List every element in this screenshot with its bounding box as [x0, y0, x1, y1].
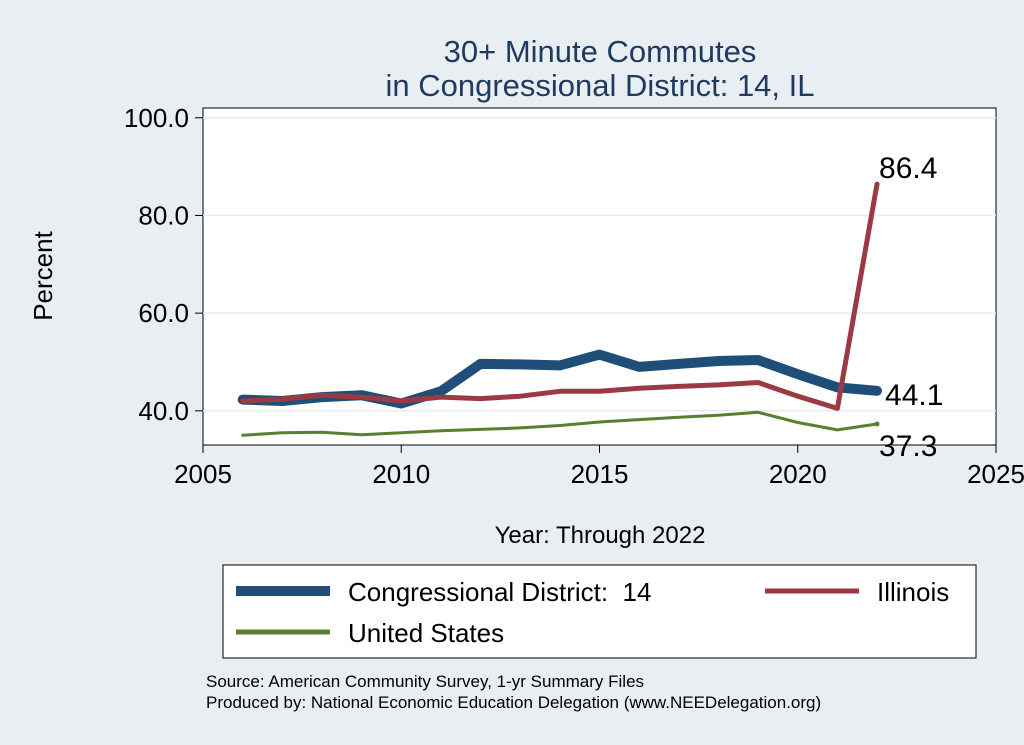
legend-label-2: United States [348, 618, 504, 648]
y-tick-label: 40.0 [138, 396, 189, 426]
x-axis: 2005 2010 2015 2020 2025 [174, 445, 1024, 489]
legend-label-1: Illinois [877, 577, 949, 607]
grid-lines [203, 117, 996, 412]
x-tick-label: 2020 [769, 459, 827, 489]
x-tick-label: 2010 [372, 459, 430, 489]
end-label-1: 86.4 [879, 152, 937, 185]
series-end-point-2 [874, 421, 880, 427]
chart-subtitle: in Congressional District: 14, IL [385, 68, 815, 103]
series-end-point-1 [874, 181, 880, 187]
series-line-2 [241, 410, 879, 437]
x-tick-label: 2005 [174, 459, 232, 489]
chart-title: 30+ Minute Commutes [443, 34, 757, 69]
legend-label-0: Congressional District: 14 [348, 577, 651, 607]
end-labels: 44.1 86.4 37.3 [879, 152, 943, 463]
source-note: Source: American Community Survey, 1-yr … [206, 672, 645, 691]
end-label-2: 37.3 [879, 430, 937, 463]
producer-note: Produced by: National Economic Education… [206, 693, 822, 712]
y-axis: 40.0 60.0 80.0 100.0 [124, 103, 203, 426]
series-layer [237, 181, 882, 437]
series-line-1 [240, 181, 880, 411]
legend: Congressional District: 14 Illinois United… [236, 577, 949, 648]
y-tick-label: 60.0 [138, 298, 189, 328]
x-tick-label: 2025 [967, 459, 1024, 489]
end-label-0: 44.1 [885, 379, 943, 412]
y-axis-label: Percent [28, 230, 58, 320]
x-axis-label: Year: Through 2022 [495, 522, 706, 549]
y-tick-label: 80.0 [138, 200, 189, 230]
x-tick-label: 2015 [571, 459, 629, 489]
y-tick-label: 100.0 [124, 103, 189, 133]
legend-box [222, 564, 977, 659]
series-end-point-0 [874, 388, 880, 394]
